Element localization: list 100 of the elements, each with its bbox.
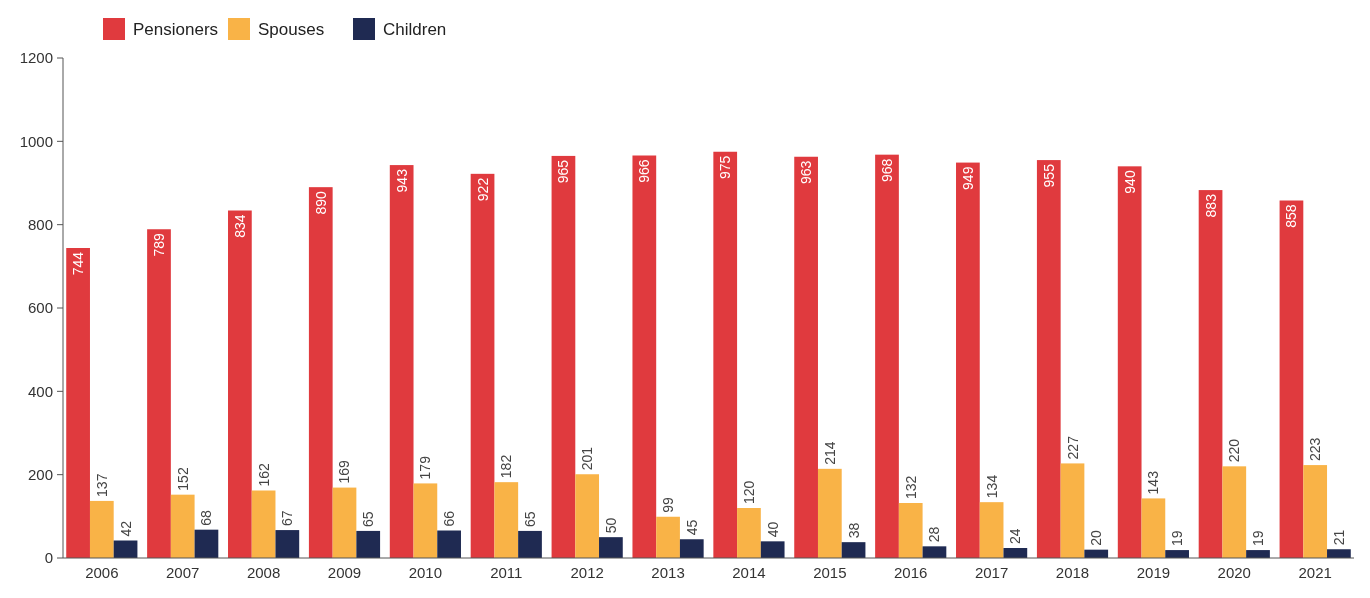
- data-label: 182: [498, 454, 515, 479]
- data-label: 940: [1121, 170, 1138, 194]
- data-label: 220: [1226, 438, 1243, 463]
- data-label: 922: [474, 177, 491, 202]
- bar: [1036, 160, 1061, 558]
- data-label: 966: [636, 159, 653, 183]
- data-label: 42: [117, 520, 134, 537]
- bar: [275, 530, 300, 558]
- bar: [794, 156, 818, 558]
- data-label: 968: [879, 158, 895, 183]
- bar: [1117, 166, 1142, 558]
- bar: [841, 542, 866, 558]
- data-label: 99: [660, 496, 677, 513]
- bar: [760, 541, 785, 558]
- x-tick-label: 2013: [651, 564, 685, 581]
- y-tick-label: 400: [27, 382, 53, 400]
- bar: [389, 165, 414, 558]
- x-tick-label: 2012: [570, 564, 604, 581]
- bar: [470, 173, 495, 558]
- data-label: 50: [602, 517, 619, 534]
- y-tick-label: 0: [44, 549, 53, 567]
- bar: [817, 468, 842, 558]
- data-label: 227: [1064, 435, 1081, 460]
- data-label: 169: [336, 460, 353, 484]
- bar: [875, 154, 899, 558]
- data-label: 66: [441, 510, 458, 527]
- bar: [494, 482, 519, 558]
- data-label: 152: [174, 467, 191, 491]
- data-label: 162: [255, 462, 272, 487]
- bar: [1279, 200, 1304, 558]
- data-label: 65: [522, 511, 538, 527]
- data-label: 890: [312, 190, 329, 215]
- x-tick-label: 2008: [246, 564, 281, 581]
- data-label: 132: [902, 475, 919, 499]
- bar: [956, 162, 980, 558]
- legend-label: Pensioners: [133, 19, 219, 39]
- bar: [170, 494, 195, 558]
- data-label: 134: [983, 474, 1000, 499]
- x-tick-label: 2006: [85, 564, 119, 581]
- data-label: 67: [279, 510, 296, 527]
- x-tick-label: 2019: [1136, 564, 1171, 581]
- bar: [679, 539, 704, 558]
- bar: [898, 503, 923, 558]
- bar: [228, 210, 252, 558]
- bar: [656, 516, 680, 558]
- data-label: 68: [198, 509, 215, 526]
- data-label: 963: [798, 160, 815, 185]
- x-tick-label: 2017: [974, 564, 1009, 581]
- bar: [413, 483, 438, 558]
- data-label: 21: [1330, 529, 1347, 546]
- y-tick-label: 1000: [19, 132, 53, 150]
- data-label: 19: [1250, 530, 1267, 547]
- data-label: 24: [1007, 528, 1024, 544]
- y-tick-label: 1200: [19, 49, 53, 67]
- y-tick-label: 200: [27, 465, 53, 483]
- data-label: 955: [1040, 163, 1057, 188]
- bar: [713, 151, 738, 558]
- bar: [575, 474, 600, 558]
- data-label: 38: [845, 522, 862, 539]
- data-label: 975: [717, 155, 734, 180]
- x-tick-label: 2020: [1217, 564, 1251, 581]
- bar: [1303, 465, 1328, 558]
- data-label: 214: [821, 441, 838, 465]
- bar: [1060, 463, 1085, 558]
- bar: [437, 530, 461, 558]
- data-label: 965: [555, 159, 572, 184]
- bar: [737, 508, 761, 558]
- x-tick-label: 2009: [327, 564, 362, 581]
- bar: [251, 490, 276, 558]
- data-label: 45: [683, 519, 700, 536]
- data-label: 120: [740, 480, 757, 504]
- data-label: 223: [1307, 437, 1324, 462]
- bar: [632, 155, 657, 558]
- bar: [194, 529, 219, 558]
- bar: [66, 248, 90, 558]
- data-label: 883: [1202, 193, 1219, 218]
- bar: [89, 500, 114, 558]
- x-tick-label: 2016: [894, 564, 928, 581]
- x-tick-label: 2014: [732, 564, 766, 581]
- data-label: 28: [926, 526, 943, 543]
- bar: [332, 487, 357, 558]
- bar: [308, 187, 333, 558]
- data-label: 949: [959, 166, 976, 190]
- bar: [1003, 548, 1028, 558]
- bar: [551, 155, 576, 558]
- data-label: 744: [70, 251, 87, 276]
- legend-label: Children: [383, 19, 447, 39]
- x-tick-label: 2007: [166, 564, 200, 581]
- x-tick-label: 2015: [813, 564, 847, 581]
- data-label: 19: [1169, 530, 1186, 547]
- bar: [147, 229, 171, 558]
- bar: [922, 546, 947, 558]
- bar: [1222, 466, 1247, 558]
- data-label: 179: [417, 455, 434, 480]
- data-label: 40: [764, 521, 781, 538]
- y-tick-label: 800: [27, 215, 53, 233]
- bar: [1198, 190, 1223, 558]
- data-label: 943: [393, 168, 410, 193]
- x-tick-label: 2018: [1055, 564, 1090, 581]
- bar: [599, 537, 623, 558]
